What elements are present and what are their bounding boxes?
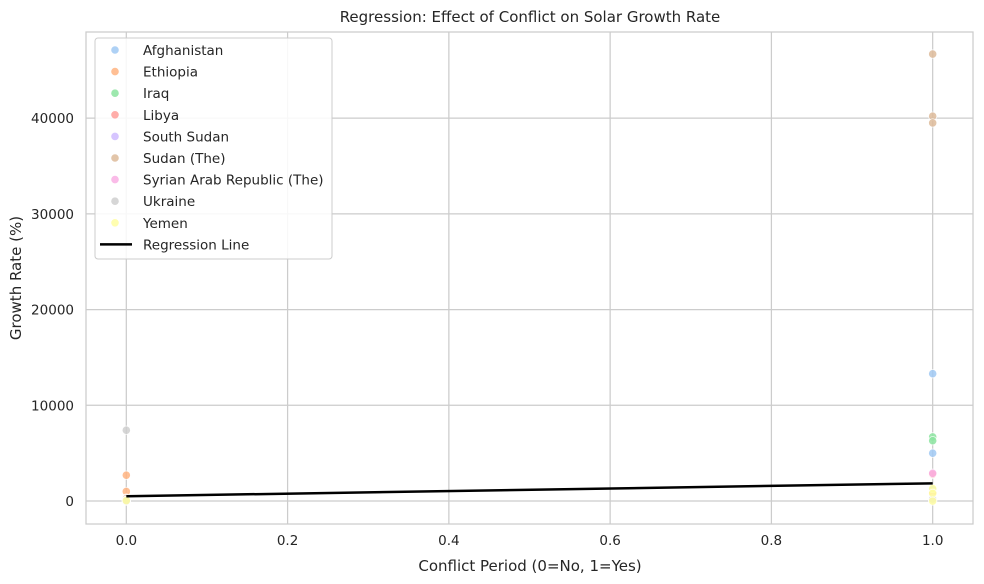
regression-line-group	[126, 482, 933, 498]
y-tick-label: 10000	[31, 398, 74, 414]
plot-area-frame	[85, 31, 974, 525]
legend-marker-south-sudan	[110, 131, 120, 141]
legend-label-yemen: Yemen	[142, 216, 188, 232]
legend-marker-sudan-the	[110, 153, 120, 163]
legend-marker-ethiopia	[110, 67, 120, 77]
regression-line	[126, 482, 933, 498]
x-tick-label: 0.6	[599, 533, 620, 549]
scatter-points	[121, 49, 938, 506]
legend-label-ethiopia: Ethiopia	[143, 65, 198, 81]
point-afghanistan	[928, 448, 938, 458]
y-tick-label: 40000	[31, 111, 74, 127]
point-iraq	[928, 436, 938, 446]
x-tick-label: 0.8	[761, 533, 782, 549]
x-axis-label: Conflict Period (0=No, 1=Yes)	[418, 557, 641, 575]
legend-marker-afghanistan	[110, 45, 120, 55]
legend-marker-syrian-arab-republic-the	[110, 175, 120, 185]
x-tick-label: 1.0	[922, 533, 943, 549]
legend-label-sudan-the: Sudan (The)	[143, 151, 225, 167]
legend-label-syrian-arab-republic-the: Syrian Arab Republic (The)	[143, 173, 324, 189]
legend-marker-iraq	[110, 88, 120, 98]
legend-box	[94, 37, 333, 260]
x-tick-label: 0.4	[438, 533, 459, 549]
y-tick-label: 20000	[31, 303, 74, 319]
point-yemen	[121, 495, 131, 506]
point-ukraine	[121, 425, 131, 435]
legend-label-iraq: Iraq	[143, 86, 169, 102]
legend-label-afghanistan: Afghanistan	[143, 43, 223, 59]
grid	[86, 32, 973, 524]
legend-label-south-sudan: South Sudan	[143, 129, 229, 145]
point-sudan-the	[928, 118, 938, 128]
point-afghanistan	[928, 369, 938, 379]
y-tick-label: 30000	[31, 207, 74, 223]
legend-marker-ukraine	[110, 196, 120, 206]
legend-label-libya: Libya	[143, 108, 179, 124]
x-tick-label: 0.0	[116, 533, 137, 549]
legend-marker-libya	[110, 110, 120, 120]
y-axis-label: Growth Rate (%)	[7, 216, 25, 340]
point-sudan-the	[928, 49, 938, 59]
tick-labels: 0.0 0.2 0.4 0.6 0.8 1.0 0 10000 20000 30000 40000	[31, 111, 943, 549]
point-syrian-arab-republic-the	[928, 468, 938, 478]
y-tick-label: 0	[65, 494, 74, 510]
point-yemen	[928, 496, 938, 506]
legend-label-ukraine: Ukraine	[143, 194, 195, 210]
legend-marker-yemen	[110, 218, 120, 228]
x-tick-label: 0.2	[277, 533, 298, 549]
point-ethiopia	[121, 470, 131, 480]
point-yemen	[928, 488, 938, 498]
legend-label-regression-line: Regression Line	[143, 237, 249, 253]
chart-title: Regression: Effect of Conflict on Solar …	[340, 8, 721, 26]
legend: Afghanistan Ethiopia Iraq Libya South Sudan S…	[94, 37, 333, 260]
